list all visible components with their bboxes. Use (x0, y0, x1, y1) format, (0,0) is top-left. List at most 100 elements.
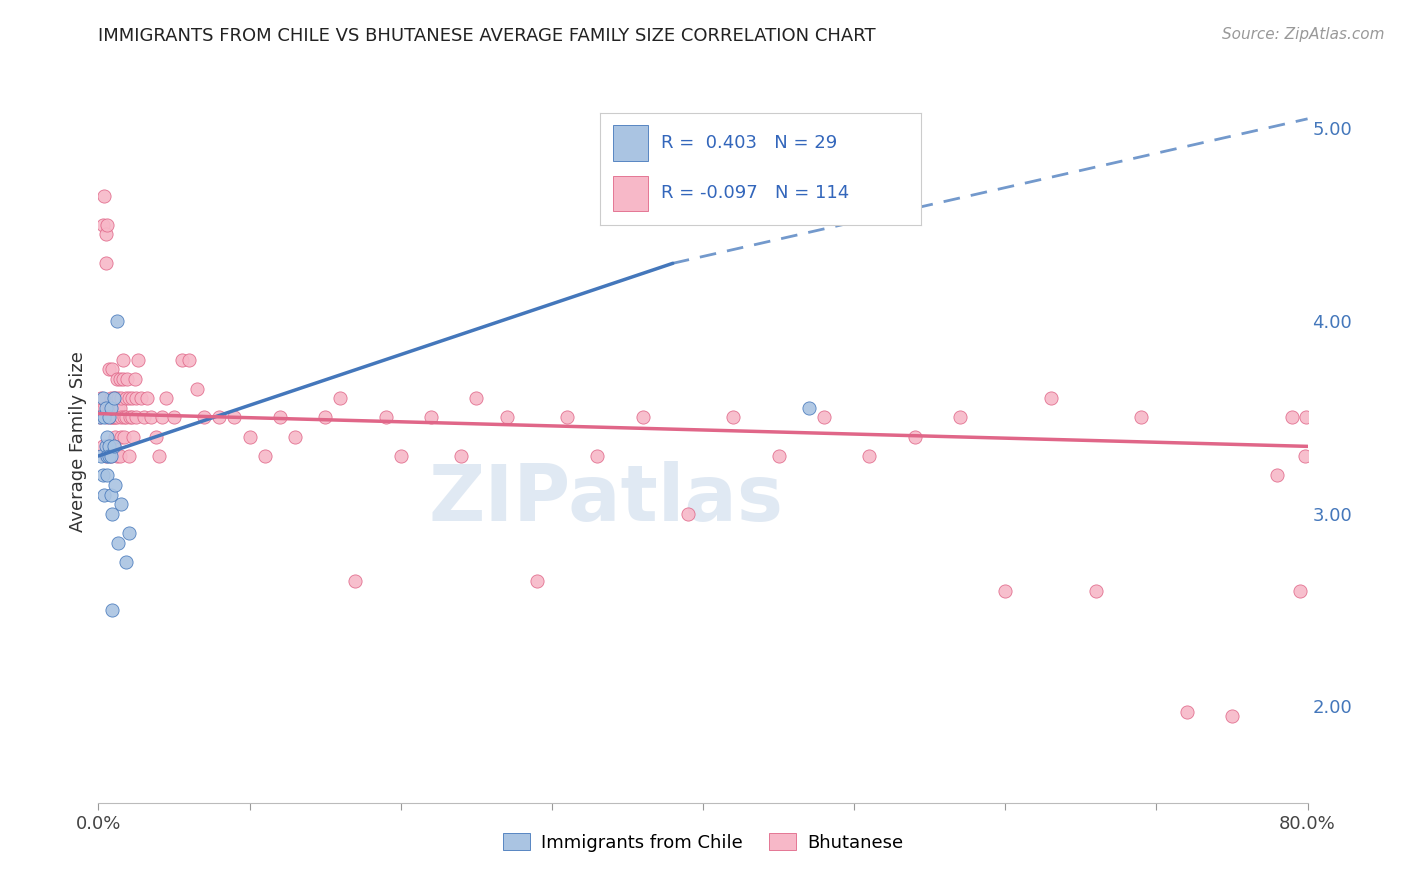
Point (112, 430, 135, 444)
Point (420, 410, 443, 425)
Y-axis label: Average Family Size: Average Family Size (69, 351, 87, 532)
Point (103, 391, 125, 405)
Point (121, 391, 143, 405)
Point (93, 401, 115, 415)
Point (94, 401, 117, 415)
Point (100, 410, 122, 425)
Point (98, 401, 121, 415)
Point (90, 449, 112, 463)
Point (118, 526, 141, 541)
Point (631, 410, 654, 425)
Point (114, 391, 136, 405)
Point (1130, 410, 1153, 425)
Point (114, 410, 136, 425)
Point (101, 603, 124, 617)
Point (91, 468, 114, 483)
Point (98, 410, 121, 425)
Point (1294, 449, 1316, 463)
Point (127, 352, 149, 367)
Point (125, 410, 148, 425)
Point (676, 507, 699, 521)
Point (93, 189, 115, 203)
Point (495, 410, 517, 425)
Point (186, 382, 208, 396)
Point (125, 391, 148, 405)
Point (949, 410, 972, 425)
Point (1175, 705, 1198, 719)
Point (100, 391, 122, 405)
Point (96, 218, 118, 232)
Point (98, 449, 121, 463)
Point (105, 410, 128, 425)
Point (94, 439, 117, 453)
Point (100, 449, 122, 463)
Point (129, 391, 152, 405)
Point (100, 401, 122, 415)
Point (389, 449, 412, 463)
Point (107, 535, 129, 549)
Point (135, 391, 157, 405)
Point (108, 372, 131, 386)
Point (91, 439, 114, 453)
Point (111, 372, 134, 386)
Point (91, 391, 114, 405)
Point (110, 391, 132, 405)
Point (208, 410, 231, 425)
Point (269, 410, 291, 425)
Point (96, 430, 118, 444)
Point (94, 449, 117, 463)
Point (768, 449, 790, 463)
Point (329, 391, 352, 405)
Point (1085, 583, 1108, 598)
Point (141, 410, 163, 425)
Point (239, 430, 262, 444)
Point (170, 352, 193, 367)
Point (101, 401, 124, 415)
Point (107, 391, 129, 405)
Point (1220, 709, 1243, 723)
Point (105, 449, 128, 463)
Point (105, 314, 128, 328)
Point (98, 362, 121, 376)
Point (179, 352, 201, 367)
Point (98, 439, 121, 453)
Point (1289, 583, 1312, 598)
Point (114, 555, 136, 569)
Text: ZIPatlas: ZIPatlas (429, 461, 783, 537)
Point (858, 449, 880, 463)
Point (110, 497, 132, 511)
Point (115, 372, 138, 386)
Point (344, 574, 367, 589)
Point (120, 410, 142, 425)
Point (526, 574, 548, 589)
Point (124, 372, 146, 386)
Point (96, 468, 118, 483)
Point (1295, 410, 1317, 425)
Point (150, 410, 173, 425)
Point (101, 362, 124, 376)
Point (163, 410, 186, 425)
Point (723, 410, 745, 425)
Point (797, 401, 820, 415)
Point (90, 391, 112, 405)
Point (108, 449, 131, 463)
Point (118, 391, 141, 405)
Point (994, 583, 1017, 598)
Point (107, 401, 129, 415)
Point (193, 410, 215, 425)
Point (100, 449, 122, 463)
Point (89, 410, 111, 425)
Point (121, 410, 143, 425)
Point (96, 449, 118, 463)
Point (586, 449, 609, 463)
Point (100, 487, 122, 501)
Text: Source: ZipAtlas.com: Source: ZipAtlas.com (1222, 27, 1385, 42)
Point (103, 410, 125, 425)
Text: IMMIGRANTS FROM CHILE VS BHUTANESE AVERAGE FAMILY SIZE CORRELATION CHART: IMMIGRANTS FROM CHILE VS BHUTANESE AVERA… (98, 27, 876, 45)
Point (904, 430, 927, 444)
Point (450, 449, 472, 463)
Point (104, 391, 127, 405)
Point (122, 430, 145, 444)
Point (111, 352, 134, 367)
Point (108, 401, 131, 415)
